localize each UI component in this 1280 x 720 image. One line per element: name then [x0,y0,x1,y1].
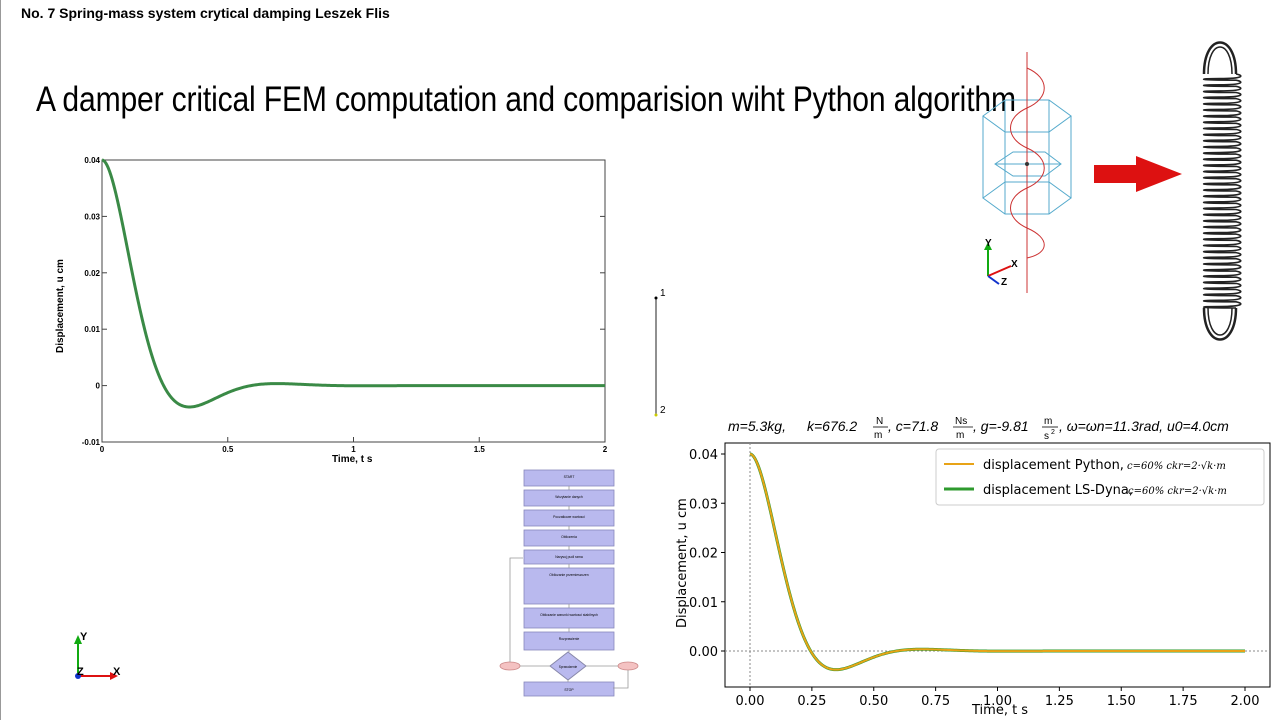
node-1-point [654,296,658,300]
param-k-den: m [874,430,882,441]
flowchart-step-box [523,567,615,605]
flowchart-step-label: START [564,475,575,479]
python-x-axis-label: Time, t s [971,703,1028,718]
param-k: k=676.2 [807,418,857,434]
model-axis-z-label: Z [1001,277,1007,288]
lsdyna-x-tick-label: 1 [351,445,356,454]
triad-y-label: Y [80,631,88,643]
flowchart-connectors [509,557,629,689]
flowchart-step-label: Obliczanie przemieszczen [549,573,588,577]
python-y-tick-label: 0.00 [689,645,718,660]
lsdyna-y-tick-label: 0 [96,382,101,391]
param-g-den: s [1044,431,1049,442]
node-2-point [654,413,658,417]
lsdyna-y-tick-label: 0.03 [84,212,100,221]
lsdyna-y-tick-label: 0.01 [84,325,100,334]
python-y-tick-label: 0.01 [689,596,718,611]
python-legend: displacement Python, c=60% ckr=2·√k·m di… [935,448,1265,506]
video-title: No. 7 Spring-mass system crytical dampin… [21,5,390,21]
algorithm-flowchart: START Wczytanie danych Poczatkowe wartosci… [499,469,639,697]
param-c-den: m [956,430,964,441]
spring-element-view: 1 2 [654,288,666,417]
flowchart-step-label: Poczatkowe wartosci [553,515,585,519]
python-x-tick-label: 1.00 [983,694,1012,709]
lsdyna-displacement-plot: 0.040.030.020.010-0.01 0 0.5 1 1.5 2 Displac… [55,156,608,465]
flowchart-terminal-right [617,661,639,671]
flowchart-boxes: START Wczytanie danych Poczatkowe wartosci… [523,469,615,697]
param-g-num: m [1044,416,1052,427]
coil-spring-icon [1202,41,1242,341]
helix-spring [1010,67,1045,259]
python-x-tick-label: 0.50 [859,694,888,709]
lsdyna-y-ticks: 0.04 0.03 0.02 0.01 0 -0.01 [82,156,605,447]
cube-wireframe [982,99,1072,216]
flowchart-step-label: STOP [564,688,574,692]
legend-python-formula: c=60% ckr=2·√k·m [1127,461,1226,472]
python-y-tick-label: 0.02 [689,547,718,562]
param-rest: , ω=ωn=11.3rad, u0=4.0cm [1059,418,1229,434]
flowchart-step-label: Obliczenia [561,535,577,539]
lsdyna-plot-frame [101,159,606,443]
param-m: m=5.3kg, [728,418,786,434]
spring-coils [1202,73,1242,309]
python-y-ticks: 0.04 0.03 0.02 0.01 0.00 [689,448,725,660]
lsdyna-y-axis-label: Displacement, u cm [55,259,66,353]
python-x-tick-label: 1.75 [1169,694,1198,709]
python-y-tick-label: 0.04 [689,448,718,463]
lsdyna-x-axis-label: Time, t s [332,454,373,465]
lsdyna-x-tick-label: 2 [603,445,608,454]
model-axis-triad: Y X Z [984,238,1018,288]
parameters-line: m=5.3kg, k=676.2 N m , c=71.8 Ns m , g=-… [728,416,1229,442]
lsdyna-displacement-curve [101,158,606,409]
python-y-axis-label: Displacement, u cm [675,498,690,628]
model-axis-y-label: Y [985,238,992,249]
lsdyna-x-tick-label: 1.5 [474,445,486,454]
flowchart-step-box [523,631,615,651]
flowchart-step-label: Rozprawienie [559,637,580,641]
model-axis-x-label: X [1011,259,1018,270]
flowchart-decision-label: Sprawdzenie [559,665,578,669]
page-border [0,0,1,720]
flowchart-step-label: Obliczanie warunki wartosci stabilnych [540,613,598,617]
fem-model-3d-view: Y X Z [982,52,1072,293]
python-x-ticks: 0.00 0.25 0.50 0.75 1.00 1.25 1.50 1.75 2.00 [736,687,1260,709]
legend-lsdyna-label: displacement LS-Dyna, [983,483,1133,498]
param-g-exp: 2 [1051,429,1055,436]
flowchart-terminal-left [499,661,521,671]
legend-box [935,448,1265,506]
python-x-tick-label: 2.00 [1231,694,1260,709]
flowchart-step-label: Wczytanie danych [555,495,583,499]
center-node [1025,162,1029,166]
python-x-tick-label: 0.75 [921,694,950,709]
legend-lsdyna-formula: c=60% ckr=2·√k·m [1128,486,1227,497]
param-g: , g=-9.81 [973,418,1029,434]
python-y-tick-label: 0.03 [689,497,718,512]
axis-triad: Y X Z [74,631,121,680]
lsdyna-y-tick-label: 0.02 [84,269,100,278]
param-k-num: N [876,416,883,427]
triad-x-label: X [113,666,121,678]
lsdyna-x-tick-label: 0.5 [222,445,234,454]
flowchart-step-box [523,681,615,697]
python-curve [749,453,1245,671]
python-comparison-plot: 0.04 0.03 0.02 0.01 0.00 0.00 0.25 0.50 0.75 1.0… [675,442,1271,718]
arrow-right-icon [1094,156,1182,192]
node-2-label: 2 [660,405,666,416]
lsdyna-y-tick-label: 0.04 [84,156,100,165]
lsdyna-y-tick-label: -0.01 [82,438,101,447]
param-c-num: Ns [955,416,967,427]
python-x-tick-label: 1.25 [1045,694,1074,709]
flowchart-step-label: Narysuj pudl rama [555,555,583,559]
python-x-tick-label: 0.00 [736,694,765,709]
python-x-tick-label: 1.50 [1107,694,1136,709]
slide-heading: A damper critical FEM computation and co… [36,80,1016,119]
legend-python-label: displacement Python, [983,458,1124,473]
lsdyna-x-tick-label: 0 [100,445,105,454]
python-x-tick-label: 0.25 [797,694,826,709]
param-c: , c=71.8 [888,418,938,434]
flowchart-step-box [523,607,615,629]
node-1-label: 1 [660,288,666,299]
triad-z-label: Z [77,666,84,678]
lsdyna-x-ticks: 0 0.5 1 1.5 2 [100,437,608,454]
